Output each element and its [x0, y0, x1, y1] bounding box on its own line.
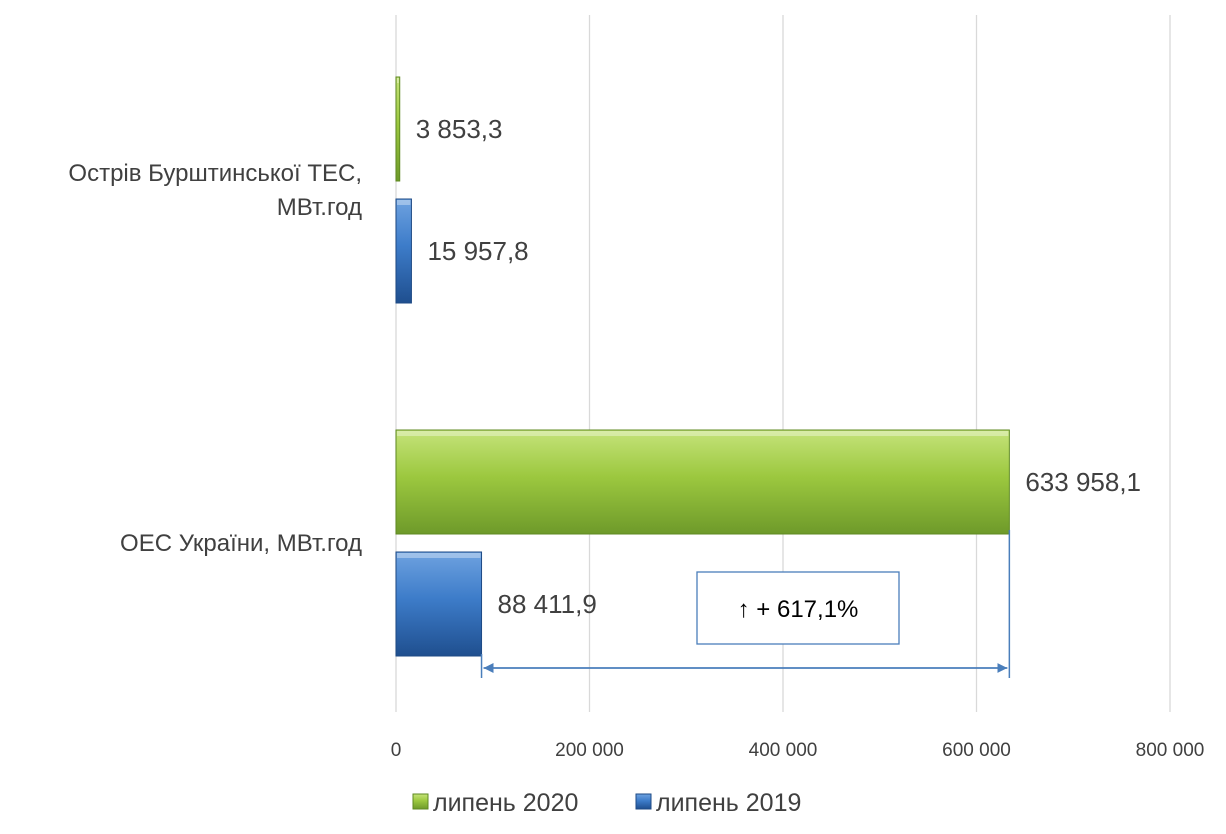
bar-july-2020-0 [395, 76, 401, 182]
x-tick-label-3: 600 000 [942, 740, 1011, 761]
data-labels: 3 853,3 15 957,8 633 958,1 88 411,9 [416, 114, 1141, 619]
annotation-box [696, 571, 900, 645]
bar-highlight-1-1 [397, 553, 481, 558]
annotation-text: ↑ + 617,1% [738, 596, 859, 623]
x-tick-label-4: 800 000 [1136, 740, 1205, 761]
legend: липень 2020 липень 2019 [412, 789, 801, 817]
bar-highlight-0-1 [397, 431, 1009, 436]
category-label-1: ОЕС України, МВт.год [120, 530, 362, 557]
data-label-0-0: 3 853,3 [416, 114, 503, 144]
bar-july-2020-1 [395, 429, 1010, 535]
data-label-1-1: 88 411,9 [498, 589, 597, 619]
bars [395, 76, 1010, 657]
bar-highlight-0-0 [397, 78, 399, 83]
data-label-0-1: 633 958,1 [1025, 467, 1141, 497]
category-label-0: Острів Бурштинської ТЕС, МВт.год [68, 160, 362, 221]
legend-swatch-0 [412, 793, 429, 810]
x-tick-label-0: 0 [391, 740, 402, 761]
growth-annotation: ↑ + 617,1% [480, 530, 1011, 678]
legend-label-1: липень 2019 [656, 789, 801, 817]
legend-swatch-1 [635, 793, 652, 810]
x-tick-label-2: 400 000 [749, 740, 818, 761]
x-tick-label-1: 200 000 [555, 740, 624, 761]
x-axis-tick-labels: 0 200 000 400 000 600 000 800 000 [391, 740, 1205, 761]
bar-july-2019-0 [395, 198, 412, 304]
legend-label-0: липень 2020 [433, 789, 578, 817]
category-labels: Острів Бурштинської ТЕС, МВт.год ОЕС Украї… [68, 160, 362, 557]
bar-july-2019-1 [395, 551, 483, 657]
data-label-1-0: 15 957,8 [427, 236, 528, 266]
bar-highlight-1-0 [397, 200, 411, 205]
